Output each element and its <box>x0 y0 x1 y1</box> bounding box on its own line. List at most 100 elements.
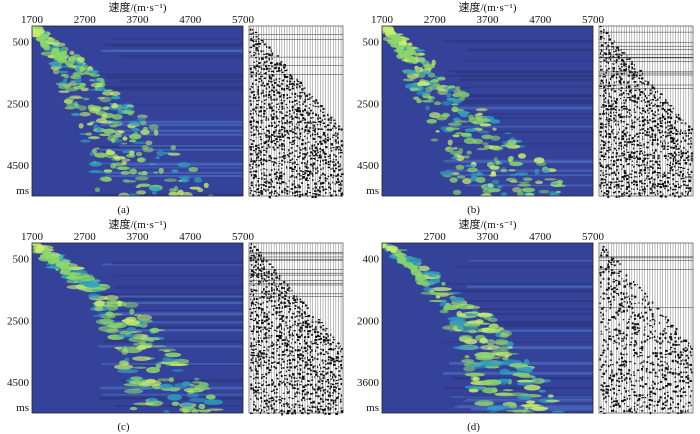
gather-wiggle <box>687 374 689 377</box>
gather-wiggle <box>325 327 328 330</box>
semblance-blob <box>517 395 533 400</box>
gather-wiggle <box>250 358 253 362</box>
semblance-blob <box>509 180 518 183</box>
semblance-blob <box>109 102 114 106</box>
heatmap-streak <box>98 345 243 348</box>
gather-wiggle <box>304 149 307 151</box>
gather-wiggle <box>263 77 266 80</box>
gather-wiggle <box>653 382 656 385</box>
gather-wiggle <box>333 158 335 161</box>
semblance-blob <box>133 366 147 369</box>
gather-wiggle <box>294 395 297 398</box>
semblance-blob <box>430 138 439 142</box>
gather-wiggle <box>327 362 330 365</box>
gather-wiggle <box>298 191 302 193</box>
gather-wiggle <box>261 146 263 148</box>
gather-wiggle <box>670 140 673 143</box>
semblance-blob <box>106 301 128 308</box>
gather-wiggle <box>324 408 327 411</box>
gather-wiggle <box>324 330 327 332</box>
gather-wiggle <box>271 266 274 268</box>
semblance-blob <box>68 58 75 62</box>
gather-wiggle <box>314 130 316 133</box>
gather-wiggle <box>255 307 258 309</box>
gather-wiggle <box>309 173 311 175</box>
semblance-blob <box>60 65 69 68</box>
gather-wiggle <box>667 185 669 187</box>
gather-wiggle <box>658 388 662 391</box>
gather-wiggle <box>325 351 328 353</box>
gather-wiggle <box>327 113 329 117</box>
gather-wiggle <box>303 371 305 373</box>
gather-wiggle <box>283 140 285 142</box>
gather-wiggle <box>330 143 333 146</box>
gather-wiggle <box>610 146 612 148</box>
gather-wiggle <box>335 356 339 359</box>
semblance-blob <box>488 324 498 329</box>
gather-wiggle <box>616 168 618 172</box>
gather-wiggle <box>319 363 321 366</box>
gather-wiggle <box>290 350 294 353</box>
heatmap-streak <box>119 145 243 147</box>
gather-wiggle <box>335 194 338 196</box>
gather-wiggle <box>290 120 293 123</box>
gather-wiggle <box>263 380 265 382</box>
gather-wiggle <box>283 383 286 386</box>
gather-wiggle <box>646 131 649 134</box>
gather-wiggle <box>299 170 302 172</box>
gather-wiggle <box>336 352 340 355</box>
gather-wiggle <box>260 183 263 186</box>
semblance-blob <box>487 183 494 188</box>
gather-wiggle <box>275 367 277 370</box>
gather-wiggle <box>679 389 681 393</box>
semblance-blob <box>148 124 159 131</box>
semblance-blob <box>531 406 548 412</box>
semblance-blob <box>445 302 451 306</box>
gather-wiggle <box>257 180 259 183</box>
gather-wiggle <box>690 140 692 143</box>
semblance-blob <box>148 162 158 166</box>
gather-wiggle <box>319 397 322 401</box>
gather-wiggle <box>657 376 659 378</box>
gather-wiggle <box>250 37 253 40</box>
gather-wiggle <box>264 280 268 282</box>
semblance-blob <box>552 184 566 187</box>
gather-wiggle <box>600 330 602 333</box>
gather-wiggle <box>664 195 667 198</box>
gather-wiggle <box>280 400 283 402</box>
gather-wiggle <box>280 334 283 337</box>
semblance-blob <box>479 312 486 315</box>
gather-wiggle <box>605 82 608 84</box>
gather-wiggle <box>625 361 628 364</box>
gather-wiggle <box>287 340 290 343</box>
gather-wiggle <box>281 286 283 290</box>
gather-wiggle <box>605 400 607 403</box>
gather-wiggle <box>630 173 633 175</box>
gather-wiggle <box>679 174 681 177</box>
gather-wiggle <box>684 410 687 413</box>
gather-wiggle <box>261 340 263 343</box>
gather-wiggle <box>335 175 338 177</box>
gather-wiggle <box>255 125 258 129</box>
gather-wiggle <box>639 150 643 153</box>
heatmap-streak <box>120 379 243 382</box>
gather-wiggle <box>334 375 337 378</box>
gather-wiggle <box>669 173 672 175</box>
gather-wiggle <box>648 301 650 305</box>
gather-wiggle <box>312 129 315 132</box>
gather-wiggle <box>249 28 252 31</box>
gather-wiggle <box>321 186 324 188</box>
gather-wiggle <box>285 129 289 133</box>
gather-wiggle <box>294 304 297 307</box>
gather-wiggle <box>690 137 692 140</box>
gather-wiggle <box>685 354 688 357</box>
gather-wiggle <box>651 139 655 141</box>
gather-wiggle <box>653 120 657 123</box>
gather-wiggle <box>265 94 268 97</box>
semblance-blob <box>120 142 128 145</box>
gather-wiggle <box>314 326 317 329</box>
gather-wiggle <box>315 99 318 102</box>
gather-wiggle <box>324 188 328 191</box>
gather-wiggle <box>270 55 273 57</box>
semblance-blob <box>475 399 494 407</box>
